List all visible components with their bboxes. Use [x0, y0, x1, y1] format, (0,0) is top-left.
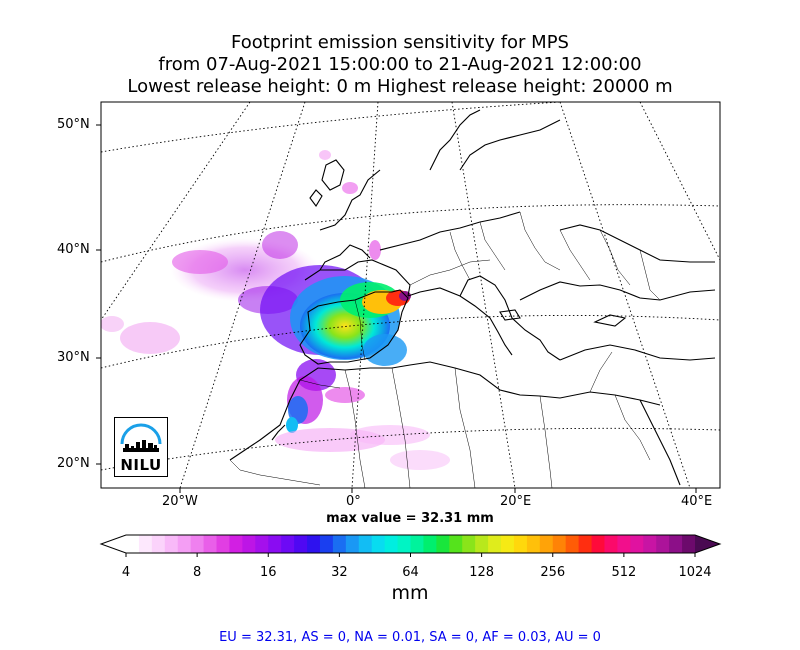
colorbar-swatch: [307, 535, 321, 553]
nilu-logo-text: NILU: [120, 456, 162, 474]
colorbar-swatch: [617, 535, 631, 553]
colorbar-swatch: [268, 535, 282, 553]
colorbar-swatch: [513, 535, 528, 553]
colorbar-swatch: [604, 535, 618, 553]
colorbar-swatch: [216, 535, 230, 553]
colorbar-swatch: [255, 535, 269, 553]
colorbar-swatch: [384, 535, 399, 553]
colorbar-swatch: [643, 535, 657, 553]
colorbar-tick-label: 512: [611, 565, 637, 580]
lon-label-0: 0°: [346, 494, 361, 509]
colorbar-tick-label: 1024: [678, 565, 712, 580]
colorbar-swatch: [151, 535, 166, 553]
title-line-1: Footprint emission sensitivity for MPS: [231, 32, 569, 53]
colorbar-swatch: [449, 535, 463, 553]
colorbar-swatch: [294, 535, 308, 553]
nilu-logo-icon: [120, 423, 162, 452]
colorbar-swatch: [630, 535, 644, 553]
colorbar-swatch: [669, 535, 683, 553]
colorbar-swatch: [164, 535, 179, 553]
lon-label-20e: 20°E: [500, 494, 532, 509]
colorbar-tick-label: 128: [469, 565, 495, 580]
colorbar-tick-label: 256: [540, 565, 566, 580]
lon-label-20w: 20°W: [162, 494, 198, 509]
colorbar-swatch: [319, 535, 334, 553]
colorbar-swatch: [552, 535, 567, 553]
colorbar-tick-label: 4: [121, 565, 131, 580]
title-line-3: Lowest release height: 0 m Highest relea…: [127, 76, 673, 97]
colorbar-tick-label: 64: [402, 565, 419, 580]
colorbar-swatch: [578, 535, 593, 553]
colorbar-swatch: [423, 535, 437, 553]
colorbar-swatch: [682, 535, 696, 553]
colorbar-swatch: [332, 535, 347, 553]
lon-label-40e: 40°E: [681, 494, 713, 509]
colorbar-swatch: [345, 535, 360, 553]
colorbar-swatch: [501, 535, 515, 553]
colorbar-swatch: [358, 535, 373, 553]
colorbar-swatch: [526, 535, 541, 553]
lat-label-50n: 50°N: [57, 117, 90, 132]
footprint-field: [101, 150, 450, 470]
colorbar-swatch: [281, 535, 295, 553]
map-frame: [100, 101, 721, 489]
colorbar-swatch: [138, 535, 153, 553]
colorbar-swatch: [410, 535, 424, 553]
colorbar-tick-label: 8: [192, 565, 202, 580]
colorbar-swatch: [190, 535, 205, 553]
colorbar-swatch: [539, 535, 554, 553]
colorbar-swatch: [475, 535, 489, 553]
colorbar-swatch: [126, 535, 140, 553]
colorbar-swatch: [591, 535, 605, 553]
colorbar: [99, 534, 722, 557]
colorbar-min-extension: [101, 535, 126, 553]
colorbar-swatch: [565, 535, 580, 553]
colorbar-swatch: [656, 535, 670, 553]
colorbar-max-extension: [695, 535, 720, 553]
colorbar-tick-label: 16: [259, 565, 277, 580]
borders: [229, 211, 661, 488]
colorbar-swatch: [436, 535, 450, 553]
coastlines: [229, 109, 716, 486]
colorbar-swatch: [229, 535, 243, 553]
colorbar-swatch: [397, 535, 411, 553]
axis-ticks: [96, 124, 697, 493]
colorbar-swatch: [488, 535, 502, 553]
colorbar-swatch: [177, 535, 192, 553]
lat-label-40n: 40°N: [57, 242, 90, 257]
lat-label-20n: 20°N: [57, 456, 90, 471]
graticule: [101, 102, 720, 488]
colorbar-unit: mm: [391, 582, 429, 604]
title-line-2: from 07-Aug-2021 15:00:00 to 21-Aug-2021…: [158, 54, 642, 75]
colorbar-swatch: [203, 535, 218, 553]
map-area: [101, 102, 720, 488]
nilu-logo: NILU: [114, 417, 168, 477]
colorbar-swatch: [242, 535, 256, 553]
region-summary: EU = 32.31, AS = 0, NA = 0.01, SA = 0, A…: [219, 630, 601, 645]
colorbar-swatch: [462, 535, 476, 553]
lat-label-30n: 30°N: [57, 350, 90, 365]
colorbar-swatch: [371, 535, 386, 553]
colorbar-tick-label: 32: [331, 565, 348, 580]
max-value-label: max value = 32.31 mm: [326, 511, 494, 526]
